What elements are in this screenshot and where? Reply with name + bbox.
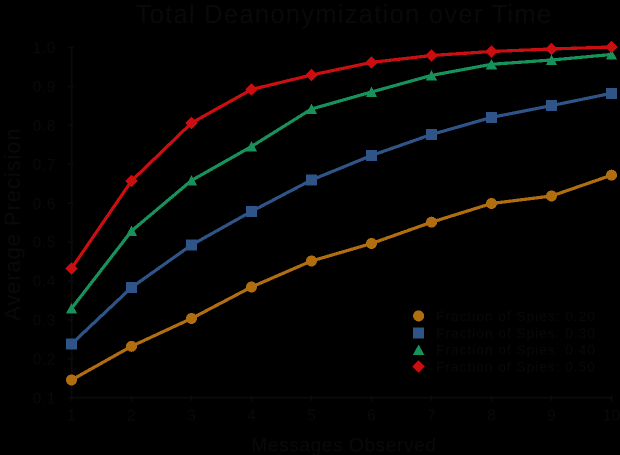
svg-text:0.1: 0.1 (33, 390, 56, 407)
svg-text:0.3: 0.3 (33, 313, 56, 330)
svg-text:0.2: 0.2 (33, 351, 56, 368)
svg-text:10: 10 (603, 408, 620, 425)
svg-text:7: 7 (427, 408, 436, 425)
svg-text:0.4: 0.4 (33, 274, 56, 291)
svg-text:Average Precision: Average Precision (0, 127, 25, 320)
svg-text:8: 8 (487, 408, 496, 425)
svg-text:Fraction of Spies: 0.50: Fraction of Spies: 0.50 (436, 360, 596, 375)
svg-text:2: 2 (127, 408, 136, 425)
svg-text:Total Deanonymization over Tim: Total Deanonymization over Time (136, 1, 553, 29)
svg-text:6: 6 (367, 408, 376, 425)
svg-text:1: 1 (67, 408, 76, 425)
svg-text:Fraction of Spies: 0.40: Fraction of Spies: 0.40 (436, 343, 596, 358)
svg-text:0.5: 0.5 (33, 235, 56, 252)
svg-text:0.6: 0.6 (33, 196, 56, 213)
svg-text:0.8: 0.8 (33, 118, 56, 135)
svg-text:3: 3 (187, 408, 196, 425)
svg-text:4: 4 (247, 408, 256, 425)
svg-text:1.0: 1.0 (33, 40, 56, 57)
svg-text:0.9: 0.9 (33, 79, 56, 96)
svg-text:Fraction of Spies: 0.30: Fraction of Spies: 0.30 (436, 326, 596, 341)
svg-text:0.7: 0.7 (33, 157, 56, 174)
svg-text:Messages Observed: Messages Observed (251, 435, 436, 455)
svg-text:5: 5 (307, 408, 316, 425)
svg-text:9: 9 (547, 408, 556, 425)
svg-text:Fraction of Spies: 0.20: Fraction of Spies: 0.20 (436, 309, 596, 324)
